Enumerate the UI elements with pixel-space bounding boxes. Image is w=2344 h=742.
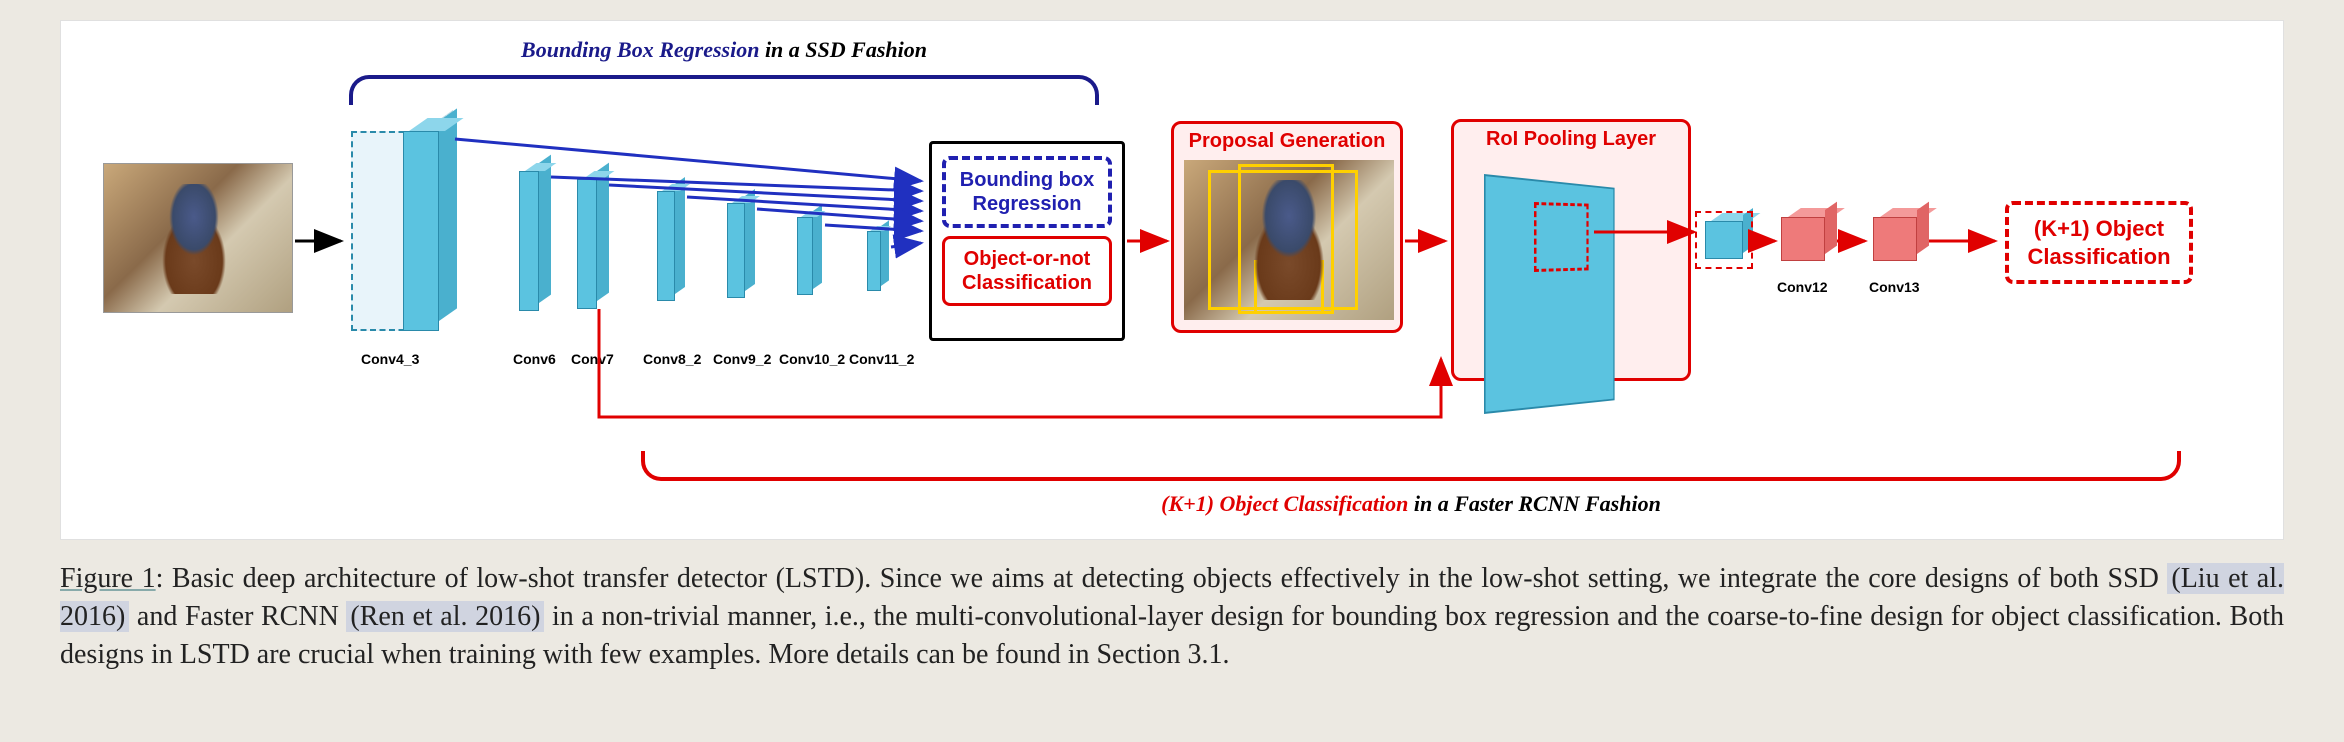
arrow-cube2 bbox=[1837, 231, 1873, 251]
conv12-label: Conv12 bbox=[1777, 279, 1828, 295]
proposal-generation: Proposal Generation bbox=[1171, 121, 1403, 333]
roi-output-dashed bbox=[1695, 211, 1753, 269]
caption-text-a: : Basic deep architecture of low-shot tr… bbox=[156, 563, 2168, 594]
rcnn-title-italic: (K+1) Object Classification bbox=[1161, 491, 1414, 516]
brace-bottom bbox=[641, 451, 2181, 481]
roi-title: RoI Pooling Layer bbox=[1454, 128, 1688, 151]
conv-label-0: Conv4_3 bbox=[361, 351, 419, 367]
arrow-cube1 bbox=[1753, 231, 1783, 251]
bbox-2 bbox=[1238, 164, 1334, 314]
ssd-fashion-title: Bounding Box Regression in a SSD Fashion bbox=[349, 37, 1099, 63]
figure-panel: Bounding Box Regression in a SSD Fashion… bbox=[60, 20, 2284, 540]
caption-text-b: and Faster RCNN bbox=[129, 601, 346, 632]
conv-label-4: Conv9_2 bbox=[713, 351, 771, 367]
conv-label-3: Conv8_2 bbox=[643, 351, 701, 367]
ssd-title-italic: Bounding Box Regression bbox=[521, 37, 765, 62]
bbox-1 bbox=[1208, 170, 1358, 310]
roi-pooling-layer: RoI Pooling Layer bbox=[1451, 119, 1691, 381]
regression-classification-box: Bounding box Regression Object-or-not Cl… bbox=[929, 141, 1125, 341]
rcnn-fashion-title: (K+1) Object Classification in a Faster … bbox=[641, 491, 2181, 517]
conv-label-2: Conv7 bbox=[571, 351, 614, 367]
conv-label-1: Conv6 bbox=[513, 351, 556, 367]
figure-number: Figure 1 bbox=[60, 563, 156, 594]
proposal-image bbox=[1184, 160, 1394, 320]
conv-label-6: Conv11_2 bbox=[849, 351, 914, 367]
conv-label-5: Conv10_2 bbox=[779, 351, 845, 367]
proposal-title: Proposal Generation bbox=[1174, 130, 1400, 153]
bbox-3 bbox=[1254, 260, 1324, 314]
figure-caption: Figure 1: Basic deep architecture of low… bbox=[60, 560, 2284, 673]
arrow-input-conv bbox=[293, 231, 353, 251]
citation-ren: (Ren et al. 2016) bbox=[346, 601, 544, 632]
rcnn-title-plain: in a Faster RCNN Fashion bbox=[1414, 491, 1661, 516]
bounding-box-regression: Bounding box Regression bbox=[942, 156, 1112, 228]
conv4-3-block bbox=[351, 131, 461, 341]
arrow-to-final bbox=[1929, 231, 2003, 251]
input-image bbox=[103, 163, 293, 313]
arrow-to-proposal bbox=[1125, 231, 1175, 251]
final-classification-box: (K+1) Object Classification bbox=[2005, 201, 2193, 284]
brace-top bbox=[349, 75, 1099, 105]
object-or-not-classification: Object-or-not Classification bbox=[942, 236, 1112, 306]
arrow-to-roi bbox=[1403, 231, 1453, 251]
ssd-title-plain: in a SSD Fashion bbox=[765, 37, 927, 62]
roi-region bbox=[1534, 202, 1589, 272]
conv13-label: Conv13 bbox=[1869, 279, 1920, 295]
